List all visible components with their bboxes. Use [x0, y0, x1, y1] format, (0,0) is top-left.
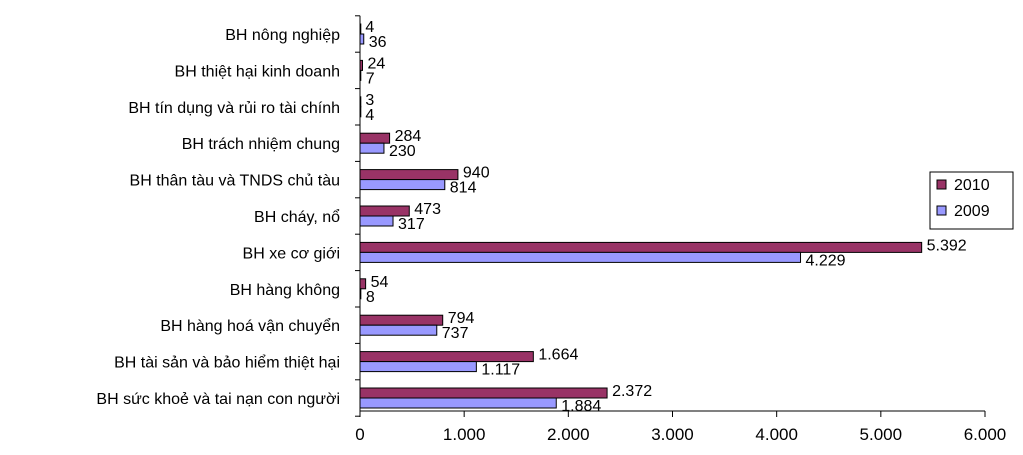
category-label: BH trách nhiệm chung	[182, 136, 340, 153]
value-label-2009: 737	[442, 325, 469, 342]
bar-2010	[359, 241, 923, 253]
category-labels: BH nông nghiệp BH thiệt hại kinh doanh BH …	[96, 27, 340, 408]
x-tick-label: 1.000	[443, 425, 486, 444]
bar-2009	[359, 142, 385, 154]
value-label-2010: 940	[463, 165, 490, 182]
value-label-2009: 8	[366, 289, 375, 306]
bar-2010	[359, 351, 534, 363]
value-label-2010: 2.372	[612, 383, 652, 400]
bar-2009	[359, 324, 438, 336]
value-label-2009: 814	[450, 180, 477, 197]
value-label-2009: 1.884	[561, 398, 601, 415]
axes: 0 1.000 2.000 3.000 4.000 5.000 6.000	[355, 15, 1007, 444]
value-label-2010: 3	[365, 92, 374, 109]
value-label-2010: 473	[414, 201, 441, 218]
bar-2010	[359, 132, 391, 144]
legend-label-2009: 2009	[954, 203, 990, 220]
value-label-2009: 36	[369, 34, 387, 51]
bar-2010	[359, 278, 367, 290]
legend: 2010 2009	[929, 171, 1014, 230]
value-label-2010: 5.392	[927, 237, 967, 254]
category-label: BH hàng không	[230, 282, 340, 299]
category-label: BH cháy, nổ	[254, 208, 340, 226]
value-label-2009: 4	[365, 107, 374, 124]
bar-2009	[359, 33, 365, 45]
x-tick-label: 5.000	[860, 425, 903, 444]
value-label-2010: 794	[448, 310, 475, 327]
value-labels: 4 24 3 284 940 473 5.392 54 794 1.664 2.372 36 7 4 230…	[365, 19, 966, 415]
category-label: BH tín dụng và rủi ro tài chính	[128, 100, 340, 117]
category-label: BH tài sản và bảo hiểm thiệt hại	[114, 354, 340, 372]
bar-2010	[359, 169, 459, 181]
bar-2009	[359, 179, 446, 191]
value-label-2010: 1.664	[538, 347, 578, 364]
value-label-2010: 54	[371, 274, 389, 291]
value-label-2009: 1.117	[481, 362, 520, 379]
bar-2010	[359, 387, 608, 399]
category-label: BH sức khoẻ và tai nạn con người	[96, 391, 340, 408]
value-label-2009: 4.229	[806, 252, 846, 269]
x-tick-label: 4.000	[755, 425, 798, 444]
x-tick-label: 2.000	[547, 425, 590, 444]
category-label: BH nông nghiệp	[225, 27, 340, 44]
value-label-2009: 7	[366, 70, 375, 87]
bar-2009	[359, 397, 557, 409]
value-label-2009: 317	[398, 216, 425, 233]
value-label-2009: 230	[389, 143, 416, 160]
category-label: BH thiệt hại kinh doanh	[175, 63, 340, 80]
legend-label-2010: 2010	[954, 177, 990, 194]
legend-swatch-2009	[936, 205, 947, 216]
category-label: BH xe cơ giới	[243, 245, 340, 262]
x-tick-label: 6.000	[964, 425, 1007, 444]
bar-2010	[359, 205, 410, 217]
legend-swatch-2010	[936, 179, 947, 190]
x-tick-label: 3.000	[651, 425, 694, 444]
category-label: BH hàng hoá vận chuyển	[160, 317, 340, 335]
value-label-2010: 24	[368, 55, 386, 72]
bar-2010	[359, 314, 444, 326]
value-label-2010: 284	[395, 128, 422, 145]
bar-2009	[359, 215, 394, 227]
bars	[359, 23, 923, 409]
category-label: BH thân tàu và TNDS chủ tàu	[130, 173, 340, 190]
x-tick-label: 0	[355, 425, 364, 444]
bar-2009	[359, 251, 802, 263]
bar-2009	[359, 361, 477, 373]
value-label-2010: 4	[365, 19, 374, 36]
